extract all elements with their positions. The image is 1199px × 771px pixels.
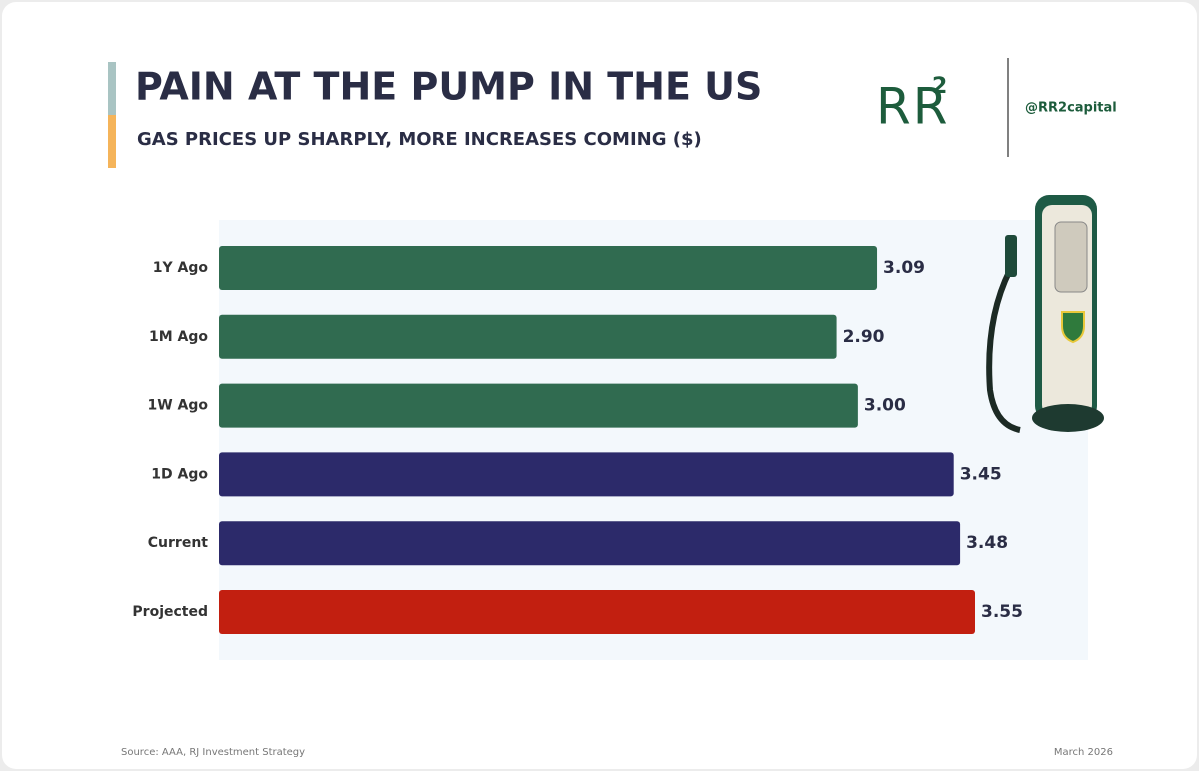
plot-area (219, 220, 1088, 660)
chart-title: PAIN AT THE PUMP IN THE US (135, 65, 762, 109)
bar (219, 383, 858, 428)
date: March 2026 (1054, 747, 1113, 758)
bar (219, 590, 975, 634)
category-label: Projected (132, 604, 208, 620)
value-label: 3.55 (981, 602, 1023, 622)
bar (219, 521, 961, 566)
category-label: Current (148, 535, 209, 551)
pump-dial (1054, 221, 1088, 293)
category-label: 1W Ago (147, 398, 208, 414)
category-label: 1Y Ago (153, 260, 209, 276)
value-label: 3.48 (966, 533, 1008, 553)
chart-subtitle: GAS PRICES UP SHARPLY, MORE INCREASES CO… (137, 129, 702, 150)
pump-base (1032, 404, 1104, 432)
category-label: 1M Ago (149, 329, 208, 345)
logo-letters: RR (876, 78, 949, 136)
bar (219, 314, 837, 359)
accent-top (108, 62, 116, 115)
accent-bottom (108, 115, 116, 168)
value-label: 3.45 (960, 464, 1002, 484)
value-label: 3.09 (883, 258, 925, 278)
pump-nozzle (1005, 235, 1017, 277)
handle: @RR2capital (1025, 101, 1117, 116)
gas-pump (986, 195, 1104, 433)
source: Source: AAA, RJ Investment Strategy (121, 747, 305, 758)
pump-shield (1061, 311, 1085, 344)
pump-hose (986, 268, 1021, 433)
bar (219, 452, 954, 497)
logo-superscript: 2 (932, 74, 947, 99)
value-label: 3.00 (864, 396, 906, 416)
category-label: 1D Ago (151, 466, 208, 482)
bar (219, 246, 878, 290)
value-label: 2.90 (843, 327, 885, 347)
